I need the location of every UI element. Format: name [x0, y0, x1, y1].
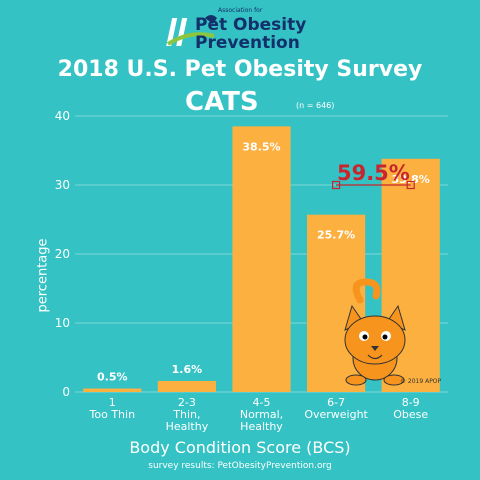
chart-subtitle: CATS	[185, 87, 259, 117]
x-tick-label-4: Obese	[393, 408, 428, 421]
y-tick-label: 40	[55, 109, 70, 123]
x-tick-label-1: Thin,	[172, 408, 200, 421]
y-tick-label: 0	[62, 385, 70, 399]
bar-2	[232, 126, 291, 392]
x-axis-label: Body Condition Score (BCS)	[129, 438, 351, 457]
x-tick-label-2: Healthy	[240, 420, 283, 433]
x-tick-label-1: 2-3	[178, 396, 196, 409]
data-label-1: 1.6%	[172, 363, 203, 376]
annotation-label: 59.5%	[337, 161, 410, 185]
source-note: survey results: PetObesityPrevention.org	[148, 461, 332, 471]
data-label-3: 25.7%	[317, 229, 355, 242]
annotation-marker-0	[332, 180, 341, 190]
data-label-4: 33.8%	[392, 173, 430, 186]
y-tick-label: 30	[55, 178, 70, 192]
bar-0	[83, 388, 142, 392]
logo-line-1: Pet Obesity	[195, 15, 307, 35]
x-tick-label-1: Healthy	[166, 420, 209, 433]
data-label-2: 38.5%	[242, 140, 280, 153]
x-tick-label-2: Normal,	[240, 408, 283, 421]
x-tick-label-3: Overweight	[304, 408, 368, 421]
annotation-marker-1	[406, 180, 415, 190]
bar-1	[157, 380, 216, 392]
x-tick-label-0: Too Thin	[89, 408, 136, 421]
x-tick-label-4: 8-9	[402, 396, 420, 409]
logo-small-text: Association for	[218, 7, 263, 14]
data-label-0: 0.5%	[97, 371, 128, 384]
logo-line-2: Prevention	[195, 33, 300, 53]
y-tick-label: 10	[55, 316, 70, 330]
copyright-note: © 2019 APOP	[400, 378, 442, 385]
x-tick-label-2: 4-5	[253, 396, 271, 409]
x-tick-label-0: 1	[109, 396, 116, 409]
y-tick-label: 20	[55, 247, 70, 261]
sample-size-note: (n = 646)	[296, 101, 335, 110]
chart-title: 2018 U.S. Pet Obesity Survey	[57, 57, 423, 82]
x-tick-label-3: 6-7	[327, 396, 345, 409]
